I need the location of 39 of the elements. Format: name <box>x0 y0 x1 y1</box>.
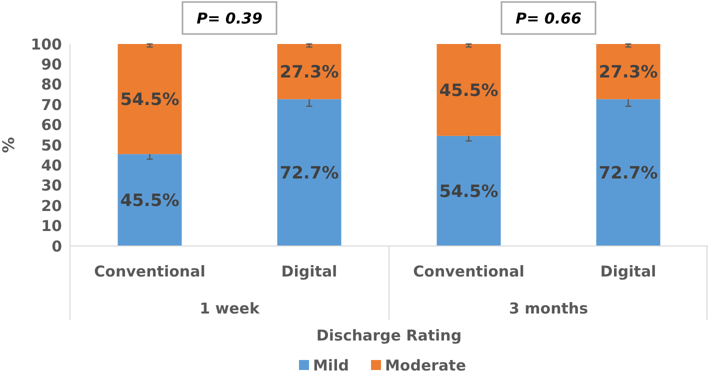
text: P= 0.39 <box>196 9 262 28</box>
bar <box>436 136 501 246</box>
data-label: 54.5% <box>439 182 498 202</box>
data-label: 45.5% <box>439 80 498 101</box>
x-axis-title: Discharge Rating <box>316 326 462 344</box>
data-label: 54.5% <box>120 90 180 110</box>
x-tick-label: Conventional <box>94 262 206 280</box>
x-tick-label: Conventional <box>413 262 524 280</box>
y-tick-label: 60 <box>41 116 62 134</box>
y-tick-label: 90 <box>41 55 62 74</box>
text: P= 0.66 <box>516 9 582 28</box>
bar <box>277 99 342 246</box>
bar <box>118 44 182 154</box>
bar <box>596 44 660 100</box>
data-label: 72.7% <box>598 164 658 184</box>
bar <box>436 44 501 136</box>
bar <box>596 99 660 246</box>
y-tick-label: 30 <box>41 176 62 195</box>
x-tick-label: Digital <box>281 262 338 280</box>
y-tick-label: 20 <box>41 196 62 215</box>
data-label: 27.3% <box>598 62 658 83</box>
y-tick-label: 0 <box>52 237 62 256</box>
legend-label: Moderate <box>385 356 466 374</box>
x-tick-label: Digital <box>600 262 656 280</box>
y-tick-label: 50 <box>41 136 62 154</box>
y-tick-label: 80 <box>41 76 62 94</box>
y-tick-label: 10 <box>41 217 62 236</box>
legend-label: Mild <box>313 356 349 374</box>
y-tick-label: 40 <box>41 156 62 174</box>
text: 1 week <box>200 299 260 318</box>
data-label: 27.3% <box>280 62 339 83</box>
y-tick-label: 100 <box>30 35 62 54</box>
data-label: 72.7% <box>280 164 339 184</box>
y-tick-label: 70 <box>41 96 62 114</box>
y-axis-title: % <box>0 136 18 154</box>
data-label: 45.5% <box>120 190 180 211</box>
bar <box>118 154 182 246</box>
text: 3 months <box>508 299 588 318</box>
bar <box>277 44 342 100</box>
